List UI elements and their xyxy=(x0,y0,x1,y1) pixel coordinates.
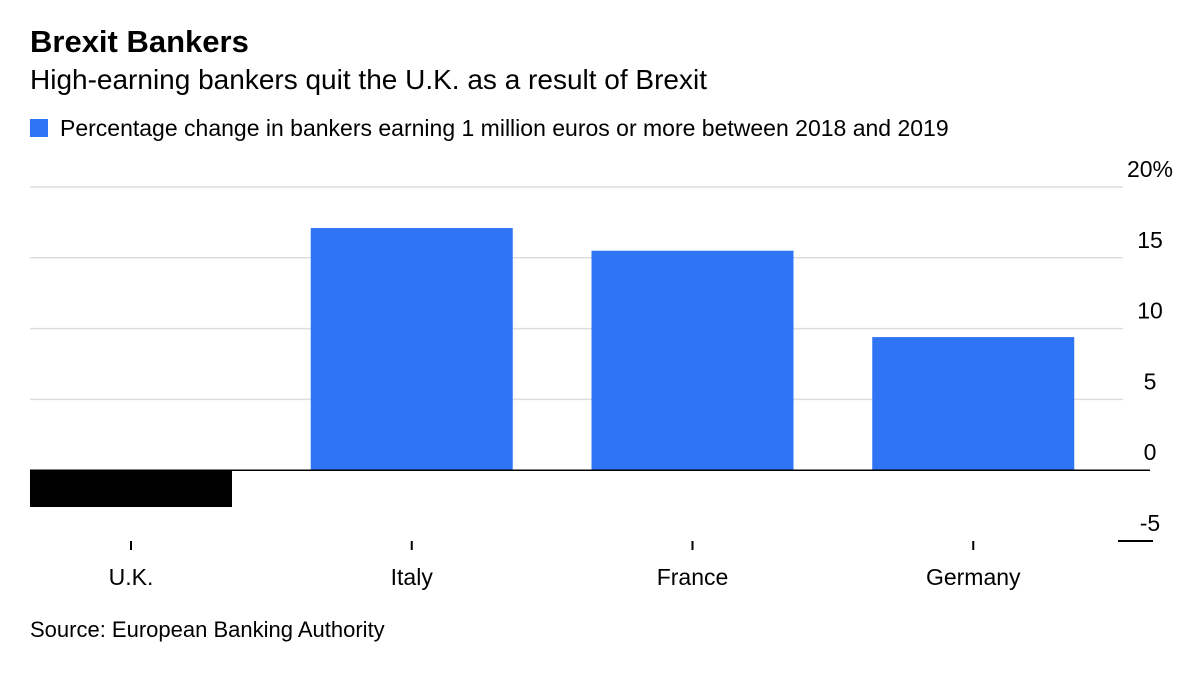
x-tick-label: France xyxy=(657,564,729,590)
source-note: Source: European Banking Authority xyxy=(30,617,385,642)
tick-labels: -5 0 5 10 15 20% U.K. Italy France Germany xyxy=(109,156,1173,590)
bar-italy xyxy=(310,228,513,471)
y-tick-label: 10 xyxy=(1137,298,1163,324)
y-tick-label: 5 xyxy=(1144,368,1157,394)
bar-uk xyxy=(30,470,232,508)
bar-germany xyxy=(872,337,1075,471)
y-tick-label: 0 xyxy=(1144,439,1157,465)
y-tick-label: 20% xyxy=(1127,156,1173,182)
axes xyxy=(30,469,1153,550)
y-tick-label: 15 xyxy=(1137,227,1163,253)
x-tick-label: Italy xyxy=(391,564,434,590)
x-tick-label: Germany xyxy=(926,564,1021,590)
bar-france xyxy=(591,250,794,471)
x-tick-label: U.K. xyxy=(109,564,154,590)
legend-swatch xyxy=(30,119,48,137)
y-tick-label: -5 xyxy=(1140,510,1160,536)
chart-subtitle: High-earning bankers quit the U.K. as a … xyxy=(30,64,708,95)
legend-label: Percentage change in bankers earning 1 m… xyxy=(60,114,949,141)
legend: Percentage change in bankers earning 1 m… xyxy=(30,113,949,143)
chart-title: Brexit Bankers xyxy=(30,24,249,59)
bars xyxy=(30,228,1075,508)
